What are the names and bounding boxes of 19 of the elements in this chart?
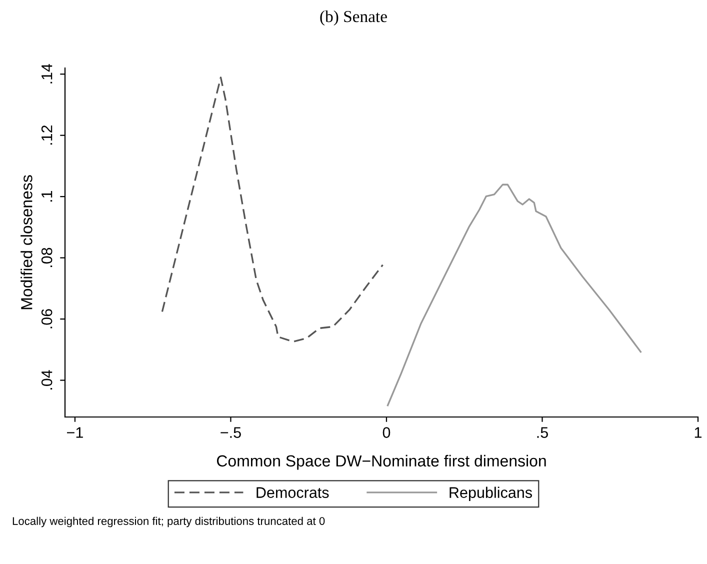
x-tick-label: 0 — [382, 427, 390, 438]
y-tick-label: .08 — [41, 248, 52, 268]
line-series — [161, 76, 384, 343]
legend-label: Democrats — [256, 487, 329, 498]
y-tick-label: .14 — [42, 64, 52, 84]
x-tick-label: 1 — [694, 427, 702, 438]
y-axis-title: Modified closeness — [20, 175, 32, 310]
y-tick-label: .06 — [41, 309, 52, 328]
text: Locally weighted regression fit; party distributions truncated at 0 — [12, 516, 325, 528]
line-series — [386, 184, 642, 406]
x-tick-label: −1 — [67, 427, 83, 438]
x-tick-label: −.5 — [220, 427, 241, 438]
y-tick-label: .1 — [42, 190, 52, 202]
x-tick-label: .5 — [537, 427, 548, 438]
x-axis-title: Common Space DW−Nominate first dimension — [216, 454, 546, 470]
y-tick-label: .04 — [41, 370, 52, 390]
chart-title: (b) Senate — [320, 10, 387, 26]
y-tick-label: .12 — [41, 126, 52, 145]
legend-label: Republicans — [450, 486, 532, 501]
